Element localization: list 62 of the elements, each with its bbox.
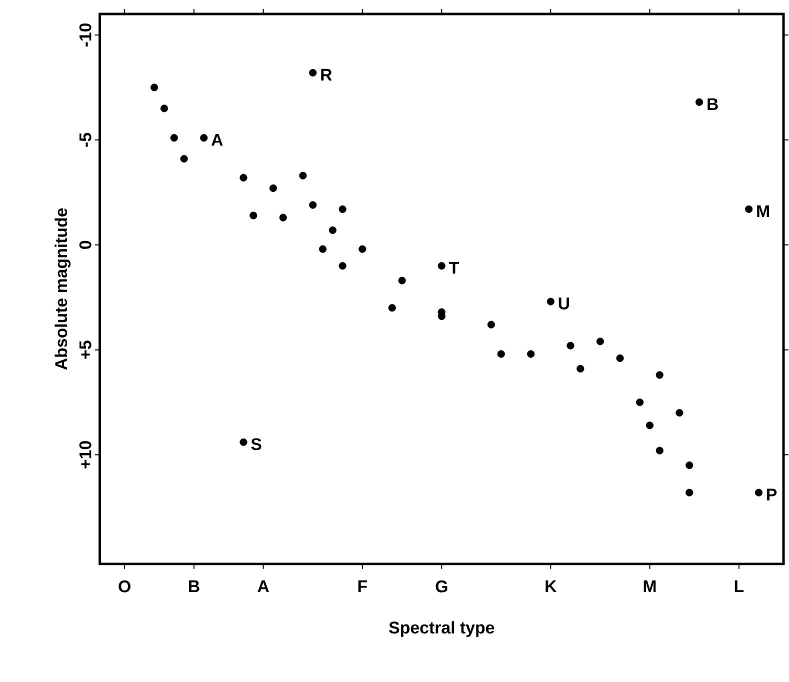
point	[150, 84, 158, 92]
point	[438, 262, 446, 270]
point	[240, 438, 248, 446]
y-tick-label: -10	[79, 24, 92, 47]
point	[180, 155, 188, 163]
point	[527, 350, 535, 358]
point	[686, 462, 694, 470]
point	[686, 488, 694, 496]
point	[240, 174, 248, 182]
point	[487, 320, 495, 329]
point	[309, 69, 317, 77]
point	[328, 226, 336, 234]
series-label: P	[767, 488, 777, 501]
point	[358, 245, 366, 254]
point	[160, 104, 168, 112]
point	[616, 354, 624, 362]
series-label: A	[211, 134, 223, 146]
point	[745, 206, 753, 214]
point	[279, 214, 287, 222]
point	[170, 134, 178, 142]
point	[318, 245, 327, 254]
point	[497, 350, 505, 358]
point	[338, 206, 346, 214]
x-tick-label: L	[734, 580, 744, 592]
point	[656, 371, 664, 379]
x-tick-label: F	[358, 580, 367, 592]
point	[656, 446, 664, 455]
point	[546, 298, 554, 306]
point	[754, 488, 763, 496]
point	[299, 172, 307, 180]
point	[636, 398, 644, 406]
point	[200, 134, 208, 142]
point	[696, 98, 704, 106]
point	[309, 201, 317, 209]
x-tick-label: O	[118, 580, 130, 593]
x-axis-title: Spectral type	[389, 621, 494, 638]
x-tick-label: M	[644, 580, 656, 592]
point	[676, 409, 684, 417]
point	[398, 276, 406, 284]
point	[388, 304, 396, 312]
series-label: M	[757, 206, 769, 218]
series-label: R	[321, 69, 332, 81]
series-label: S	[251, 438, 262, 450]
y-tick-label: +10	[79, 441, 92, 469]
x-tick-label: A	[258, 580, 269, 592]
point	[596, 338, 604, 346]
point	[646, 422, 654, 430]
series-label: U	[558, 298, 570, 310]
point	[338, 262, 346, 270]
series-label: T	[449, 262, 460, 274]
point	[566, 342, 574, 350]
series-label: B	[708, 98, 718, 110]
y-tick-label: -5	[80, 133, 92, 147]
point	[576, 365, 584, 373]
point	[269, 184, 278, 192]
x-tick-label: G	[436, 580, 448, 593]
x-tick-label: K	[546, 580, 557, 592]
x-tick-label: B	[188, 580, 200, 592]
y-tick-label: +5	[80, 340, 92, 359]
y-axis-title: Absolute magnitude	[54, 208, 71, 370]
point	[250, 212, 258, 220]
y-tick-label: 0	[79, 241, 92, 250]
